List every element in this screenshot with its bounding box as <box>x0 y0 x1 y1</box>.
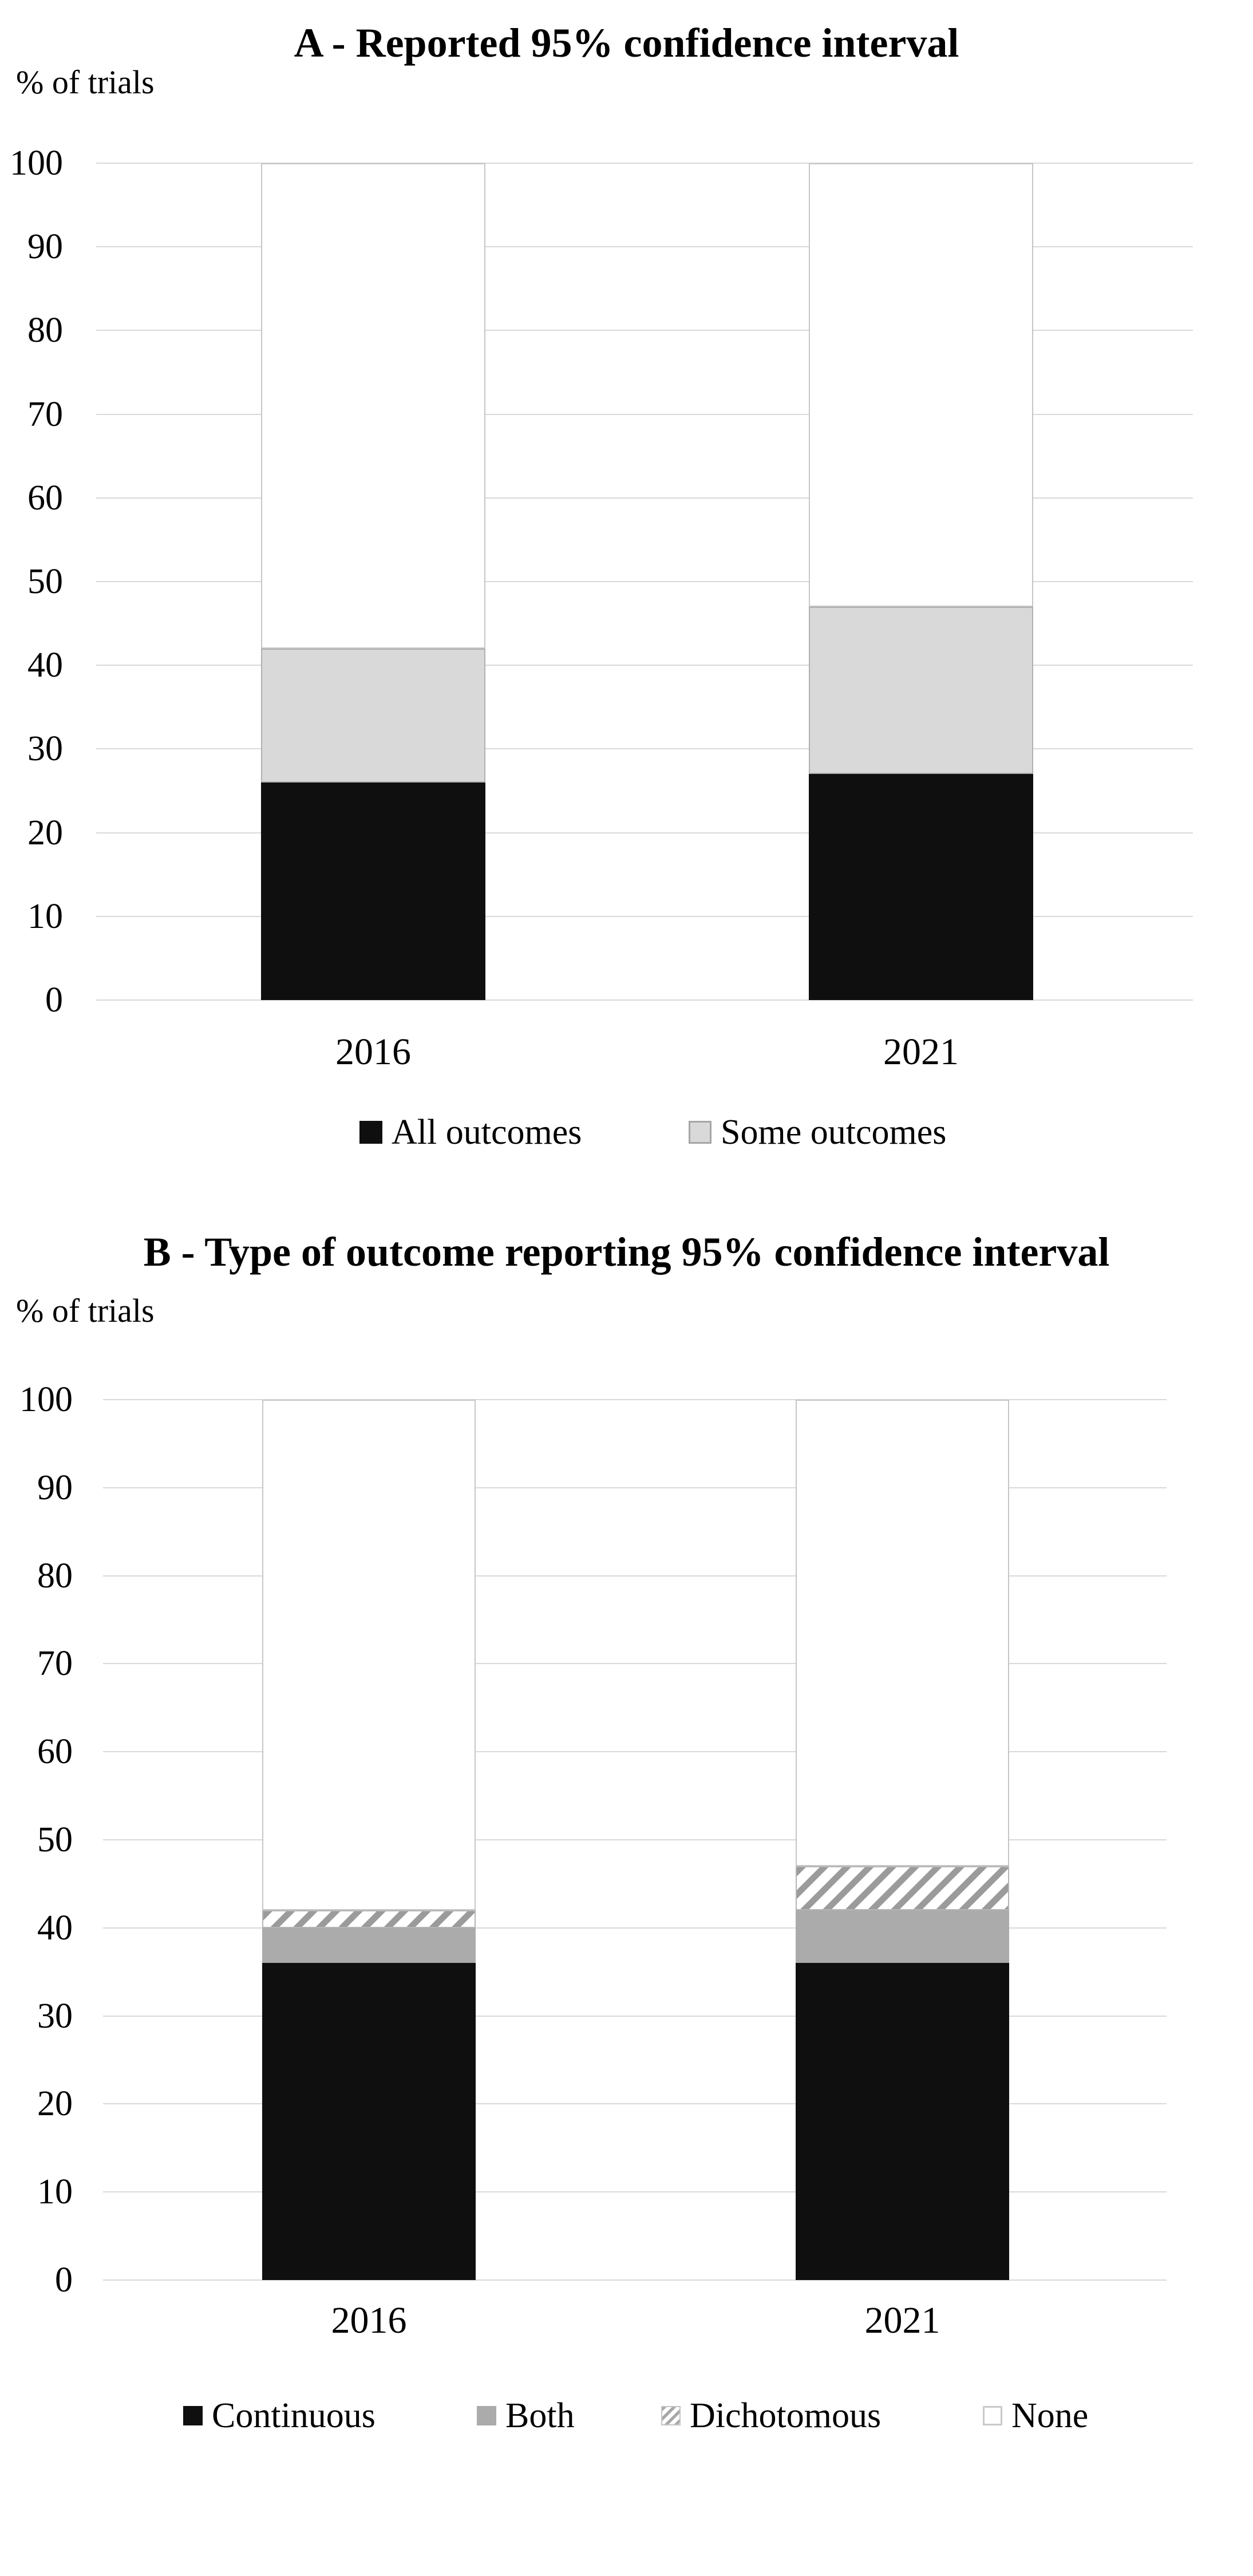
panel-b-y-axis-label: % of trials <box>16 1292 155 1329</box>
panel-b-ytick-label-10: 10 <box>37 2172 73 2212</box>
panel-a-legend-item-all-outcomes: All outcomes <box>359 1113 582 1152</box>
panel-a-title: A - Reported 95% confidence interval <box>294 20 959 66</box>
panel-b-ytick-label-30: 30 <box>37 1996 73 2036</box>
panel-b-legend-swatch-none <box>983 2406 1002 2425</box>
panel-a-bar-segment-some-outcomes-2021 <box>809 606 1033 775</box>
panel-b-legend-swatch-both <box>477 2406 496 2425</box>
panel-b-category-label-2016: 2016 <box>331 2300 407 2341</box>
panel-b-legend-label-dichotomous: Dichotomous <box>690 2396 882 2435</box>
panel-b-gridline-80 <box>103 1575 1167 1577</box>
panel-a-ytick-label-80: 80 <box>27 311 63 350</box>
panel-a-y-axis-label: % of trials <box>16 64 155 101</box>
panel-b-bar-segment-continuous-2016 <box>262 1963 476 2280</box>
panel-b-bar-segment-dichotomous-2016 <box>262 1910 476 1928</box>
panel-a-ytick-label-50: 50 <box>27 562 63 601</box>
panel-b-bar-segment-dichotomous-2021 <box>796 1866 1009 1911</box>
panel-b-ytick-label-20: 20 <box>37 2084 73 2124</box>
panel-a-ytick-label-60: 60 <box>27 478 63 517</box>
panel-b-gridline-0 <box>103 2279 1167 2281</box>
panel-b-ytick-label-60: 60 <box>37 1732 73 1772</box>
panel-a-ytick-label-30: 30 <box>27 729 63 769</box>
panel-a-ytick-label-100: 100 <box>10 144 63 183</box>
panel-b-gridline-90 <box>103 1487 1167 1488</box>
panel-b-legend-label-both: Both <box>505 2396 575 2435</box>
panel-b-gridline-20 <box>103 2103 1167 2105</box>
panel-a-legend-swatch-all-outcomes <box>359 1121 382 1144</box>
panel-a-gridline-10 <box>96 915 1193 917</box>
panel-a-gridline-70 <box>96 413 1193 415</box>
panel-b-legend-item-continuous: Continuous <box>183 2396 375 2435</box>
panel-b-legend-label-none: None <box>1011 2396 1089 2435</box>
panel-b-category-label-2021: 2021 <box>864 2300 940 2341</box>
panel-b-gridline-40 <box>103 1927 1167 1929</box>
panel-b-bar-segment-both-2016 <box>262 1927 476 1963</box>
panel-b-bar-segment-none-2016 <box>262 1400 476 1911</box>
panel-b-gridline-60 <box>103 1751 1167 1753</box>
panel-a-bar-segment-remainder-2021 <box>809 163 1033 607</box>
panel-a-bar-segment-some-outcomes-2016 <box>261 648 485 783</box>
panel-a-ytick-label-40: 40 <box>27 646 63 685</box>
panel-a-gridline-90 <box>96 246 1193 248</box>
panel-b-bar-segment-none-2021 <box>796 1400 1009 1867</box>
panel-b-title: B - Type of outcome reporting 95% confid… <box>143 1229 1110 1275</box>
panel-b-ytick-label-100: 100 <box>19 1380 73 1419</box>
panel-a-gridline-50 <box>96 581 1193 582</box>
panel-b-gridline-30 <box>103 2015 1167 2017</box>
panel-b-legend-swatch-continuous <box>183 2406 203 2425</box>
panel-a-gridline-40 <box>96 665 1193 666</box>
panel-b-gridline-50 <box>103 1839 1167 1840</box>
panel-b-legend-item-both: Both <box>477 2396 575 2435</box>
panel-a-gridline-100 <box>96 163 1193 164</box>
panel-a-gridline-30 <box>96 748 1193 750</box>
panel-a-ytick-label-10: 10 <box>27 896 63 936</box>
panel-b-ytick-label-80: 80 <box>37 1556 73 1595</box>
panel-b-legend-item-dichotomous: Dichotomous <box>661 2396 882 2435</box>
panel-b-ytick-label-90: 90 <box>37 1468 73 1507</box>
panel-b-bar-segment-continuous-2021 <box>796 1963 1009 2280</box>
panel-b-legend-label-continuous: Continuous <box>212 2396 375 2435</box>
panel-a-ytick-label-70: 70 <box>27 394 63 434</box>
panel-a-legend-swatch-some-outcomes <box>689 1121 712 1144</box>
panel-b-bar-segment-both-2021 <box>796 1910 1009 1963</box>
panel-a-gridline-20 <box>96 832 1193 833</box>
panel-a-ytick-label-20: 20 <box>27 813 63 852</box>
panel-a-legend-label-all-outcomes: All outcomes <box>392 1113 582 1152</box>
panel-a-category-label-2016: 2016 <box>335 1031 411 1073</box>
panel-b-legend-item-none: None <box>983 2396 1089 2435</box>
panel-b-ytick-label-0: 0 <box>55 2261 73 2300</box>
panel-b-legend-swatch-dichotomous <box>661 2406 681 2425</box>
panel-a-bar-segment-remainder-2016 <box>261 163 485 649</box>
panel-b-gridline-100 <box>103 1399 1167 1400</box>
panel-a-gridline-60 <box>96 497 1193 499</box>
panel-a-bar-segment-all-outcomes-2016 <box>261 782 485 1000</box>
panel-a-legend-label-some-outcomes: Some outcomes <box>721 1113 947 1152</box>
panel-b-ytick-label-50: 50 <box>37 1820 73 1859</box>
panel-a-gridline-80 <box>96 330 1193 331</box>
panel-b-ytick-label-70: 70 <box>37 1644 73 1684</box>
panel-a-ytick-label-0: 0 <box>45 981 63 1020</box>
panel-a-gridline-0 <box>96 999 1193 1001</box>
panel-b-ytick-label-40: 40 <box>37 1908 73 1947</box>
panel-b-gridline-70 <box>103 1663 1167 1665</box>
panel-a-category-label-2021: 2021 <box>883 1031 959 1073</box>
panel-a-legend-item-some-outcomes: Some outcomes <box>689 1113 947 1152</box>
panel-b-gridline-10 <box>103 2191 1167 2193</box>
panel-a-ytick-label-90: 90 <box>27 227 63 267</box>
panel-a-bar-segment-all-outcomes-2021 <box>809 774 1033 1000</box>
